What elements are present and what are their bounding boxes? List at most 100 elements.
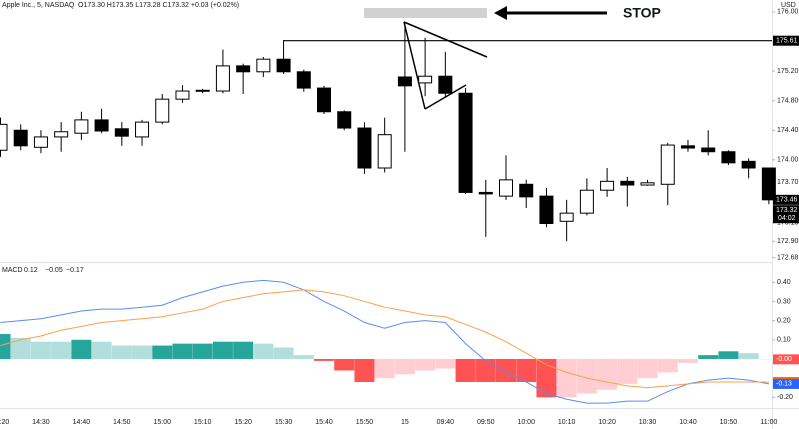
histogram-bar (10, 337, 31, 359)
histogram-bar (334, 358, 355, 371)
histogram-bar (273, 347, 294, 359)
legend-title: MACD (2, 267, 23, 274)
histogram-bar (698, 355, 719, 359)
histogram-bar (354, 358, 375, 382)
y-tick-label: 0.30 (777, 298, 791, 305)
y-tick-label: 176.00 (777, 9, 799, 16)
candle-body (377, 134, 392, 169)
price-label: -0.13 (776, 381, 792, 388)
stop-zone (364, 8, 487, 18)
candle-body (761, 167, 776, 201)
y-tick-label: 0.40 (777, 279, 791, 286)
price-label: 173.32 (776, 207, 798, 214)
candle-body (54, 131, 69, 138)
candle-body (0, 123, 8, 151)
histogram-bar (718, 351, 739, 359)
x-tick-label: 14:20 (0, 419, 9, 426)
histogram-bar (314, 358, 335, 361)
candle-body (458, 92, 473, 193)
ohlc-legend: O173.30 H173.35 L173.28 C173.32 +0.03 (+… (78, 2, 239, 9)
legend-value: −0.17 (66, 267, 84, 274)
histogram-bar (132, 345, 153, 359)
histogram-bar (576, 358, 597, 394)
candle-body (418, 75, 433, 84)
candle-body (660, 144, 675, 185)
histogram-bar (556, 358, 577, 398)
candle-body (215, 65, 230, 92)
histogram-bar (415, 358, 436, 371)
candle-body (721, 151, 736, 164)
y-tick-label: 172.90 (777, 238, 799, 245)
histogram-bar (435, 358, 456, 369)
x-tick-label: 15:50 (356, 419, 374, 426)
candle-body (236, 65, 251, 73)
candle-body (438, 75, 453, 94)
candle-body (135, 121, 150, 138)
triangle-line (403, 21, 488, 58)
candle-body (256, 58, 271, 73)
histogram-bar (51, 341, 72, 359)
x-tick-label: 11:00 (760, 419, 777, 426)
candle-body (175, 90, 190, 100)
indicator-line (0, 289, 769, 389)
candle-body (539, 195, 554, 225)
arrow-head (494, 6, 507, 20)
indicator-line (0, 279, 769, 404)
price-label: 175.61 (776, 38, 798, 45)
legend-value: 0.12 (24, 267, 38, 274)
candle-body (94, 119, 109, 132)
candle-body (680, 145, 695, 149)
x-tick-label: 15:20 (234, 419, 252, 426)
histogram-bar (637, 358, 658, 379)
candle-body (397, 76, 412, 87)
candle-body (155, 98, 170, 123)
x-tick-label: 09:50 (477, 419, 495, 426)
x-tick-label: 10:20 (598, 419, 616, 426)
histogram-bar (455, 358, 476, 382)
candle-body (701, 147, 716, 153)
chart-title: Apple Inc., 5, NASDAQ (2, 2, 75, 9)
y-tick-label: 172.68 (777, 254, 799, 261)
candle-body (499, 179, 513, 197)
candle-body (317, 87, 332, 113)
candle-body (620, 180, 635, 186)
histogram-bar (111, 345, 132, 359)
histogram-bar (233, 341, 254, 359)
candle-body (337, 111, 352, 129)
histogram-bar (30, 341, 51, 359)
histogram-bar (496, 358, 516, 382)
candle-body (579, 189, 594, 214)
price-label-box (773, 35, 799, 46)
currency: USD (781, 2, 796, 9)
x-tick-label: 10:00 (517, 419, 535, 426)
candle-body (195, 89, 210, 92)
histogram-bar (738, 353, 759, 359)
candle-body (74, 119, 89, 134)
x-tick-label: 10:10 (558, 419, 576, 426)
histogram-bar (192, 343, 213, 359)
price-label-box (773, 205, 799, 224)
price-label-box (773, 354, 799, 365)
x-tick-label: 09:40 (437, 419, 455, 426)
candle-body (600, 180, 615, 191)
histogram-bar (657, 358, 678, 373)
candle-body (276, 58, 291, 73)
triangle-line (403, 21, 426, 110)
histogram-bar (597, 358, 618, 390)
histogram-bar (0, 334, 11, 359)
annotation: STOP (623, 5, 661, 21)
candle-body (519, 183, 534, 198)
histogram-bar (374, 358, 395, 379)
x-tick-label: 15:10 (194, 419, 212, 426)
candle-body (114, 128, 129, 137)
candle-body (741, 160, 756, 169)
y-tick-label: 174.00 (777, 157, 799, 164)
histogram-bar (71, 339, 92, 359)
y-tick-label: -0.20 (777, 394, 793, 401)
candle-body (296, 71, 311, 89)
x-tick-label: 14:40 (73, 419, 91, 426)
price-label-box (773, 378, 799, 389)
candle-body (13, 129, 28, 147)
histogram-bar (91, 341, 112, 359)
